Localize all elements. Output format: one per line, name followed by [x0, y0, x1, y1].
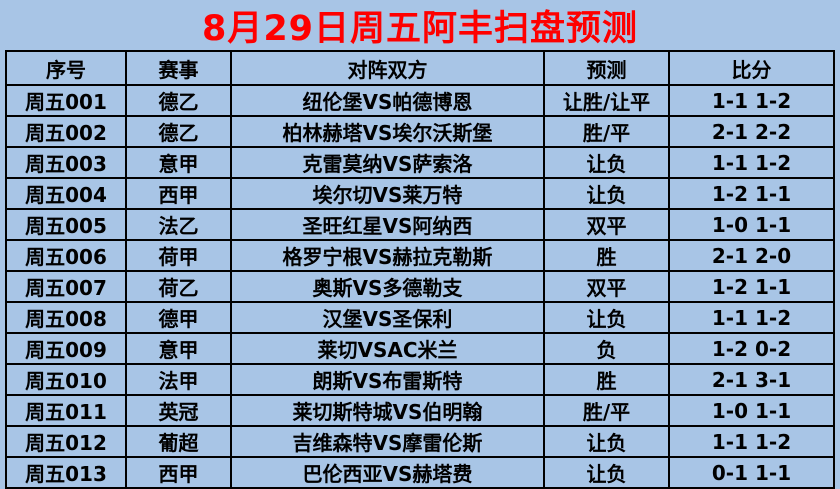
cell-prediction: 让负	[543, 301, 670, 334]
cell-number: 周五005	[5, 208, 127, 241]
header-cell-league: 赛事	[125, 50, 232, 86]
cell-league: 葡超	[125, 425, 232, 458]
cell-prediction: 让负	[543, 425, 670, 458]
table-header-row: 序号 赛事 对阵双方 预测 比分	[5, 50, 835, 86]
cell-prediction: 双平	[543, 270, 670, 303]
table-row: 周五004 西甲 埃尔切VS莱万特 让负 1-2 1-1	[5, 177, 835, 210]
page-title: 8月29日周五阿丰扫盘预测	[201, 8, 639, 49]
cell-league: 意甲	[125, 332, 232, 365]
table-row: 周五007 荷乙 奥斯VS多德勒支 双平 1-2 1-1	[5, 270, 835, 303]
cell-league: 英冠	[125, 394, 232, 427]
cell-score: 1-2 1-1	[668, 270, 835, 303]
cell-prediction: 让负	[543, 456, 670, 489]
cell-teams: 格罗宁根VS赫拉克勒斯	[230, 239, 545, 272]
cell-teams: 吉维森特VS摩雷伦斯	[230, 425, 545, 458]
cell-score: 1-2 1-1	[668, 177, 835, 210]
cell-score: 1-0 1-1	[668, 394, 835, 427]
cell-prediction: 胜	[543, 363, 670, 396]
cell-league: 法乙	[125, 208, 232, 241]
cell-number: 周五004	[5, 177, 127, 210]
cell-number: 周五012	[5, 425, 127, 458]
cell-league: 荷甲	[125, 239, 232, 272]
cell-prediction: 胜/平	[543, 115, 670, 148]
cell-score: 1-1 1-2	[668, 425, 835, 458]
cell-league: 德甲	[125, 301, 232, 334]
cell-prediction: 让负	[543, 177, 670, 210]
cell-teams: 巴伦西亚VS赫塔费	[230, 456, 545, 489]
header-cell-prediction: 预测	[543, 50, 670, 86]
cell-teams: 纽伦堡VS帕德博恩	[230, 84, 545, 117]
cell-prediction: 胜/平	[543, 394, 670, 427]
cell-score: 2-1 2-2	[668, 115, 835, 148]
header-cell-score: 比分	[668, 50, 835, 86]
table-row: 周五011 英冠 莱切斯特城VS伯明翰 胜/平 1-0 1-1	[5, 394, 835, 427]
cell-number: 周五006	[5, 239, 127, 272]
table-row: 周五003 意甲 克雷莫纳VS萨索洛 让负 1-1 1-2	[5, 146, 835, 179]
cell-number: 周五013	[5, 456, 127, 489]
cell-score: 2-1 3-1	[668, 363, 835, 396]
cell-teams: 莱切斯特城VS伯明翰	[230, 394, 545, 427]
cell-prediction: 负	[543, 332, 670, 365]
table-row: 周五005 法乙 圣旺红星VS阿纳西 双平 1-0 1-1	[5, 208, 835, 241]
cell-teams: 柏林赫塔VS埃尔沃斯堡	[230, 115, 545, 148]
cell-number: 周五003	[5, 146, 127, 179]
cell-league: 西甲	[125, 456, 232, 489]
cell-teams: 莱切VSAC米兰	[230, 332, 545, 365]
cell-number: 周五009	[5, 332, 127, 365]
cell-league: 法甲	[125, 363, 232, 396]
cell-score: 1-2 0-2	[668, 332, 835, 365]
cell-score: 0-1 1-1	[668, 456, 835, 489]
cell-prediction: 双平	[543, 208, 670, 241]
cell-number: 周五007	[5, 270, 127, 303]
cell-prediction: 让胜/让平	[543, 84, 670, 117]
cell-teams: 埃尔切VS莱万特	[230, 177, 545, 210]
table-row: 周五009 意甲 莱切VSAC米兰 负 1-2 0-2	[5, 332, 835, 365]
cell-league: 德乙	[125, 84, 232, 117]
cell-league: 德乙	[125, 115, 232, 148]
cell-number: 周五010	[5, 363, 127, 396]
table-row: 周五010 法甲 朗斯VS布雷斯特 胜 2-1 3-1	[5, 363, 835, 396]
header-cell-number: 序号	[5, 50, 127, 86]
prediction-table: 序号 赛事 对阵双方 预测 比分 周五001 德乙 纽伦堡VS帕德博恩 让胜/让…	[5, 50, 835, 489]
cell-teams: 奥斯VS多德勒支	[230, 270, 545, 303]
cell-teams: 克雷莫纳VS萨索洛	[230, 146, 545, 179]
table-row: 周五006 荷甲 格罗宁根VS赫拉克勒斯 胜 2-1 2-0	[5, 239, 835, 272]
table-row: 周五013 西甲 巴伦西亚VS赫塔费 让负 0-1 1-1	[5, 456, 835, 489]
cell-number: 周五008	[5, 301, 127, 334]
cell-league: 荷乙	[125, 270, 232, 303]
cell-number: 周五011	[5, 394, 127, 427]
cell-league: 西甲	[125, 177, 232, 210]
table-row: 周五001 德乙 纽伦堡VS帕德博恩 让胜/让平 1-1 1-2	[5, 84, 835, 117]
cell-number: 周五002	[5, 115, 127, 148]
cell-league: 意甲	[125, 146, 232, 179]
cell-teams: 朗斯VS布雷斯特	[230, 363, 545, 396]
cell-score: 1-1 1-2	[668, 301, 835, 334]
cell-score: 1-1 1-2	[668, 146, 835, 179]
cell-teams: 圣旺红星VS阿纳西	[230, 208, 545, 241]
cell-number: 周五001	[5, 84, 127, 117]
cell-prediction: 胜	[543, 239, 670, 272]
header-cell-teams: 对阵双方	[230, 50, 545, 86]
cell-prediction: 让负	[543, 146, 670, 179]
page: 8月29日周五阿丰扫盘预测 序号 赛事 对阵双方 预测 比分 周五001 德乙 …	[5, 8, 835, 489]
table-row: 周五008 德甲 汉堡VS圣保利 让负 1-1 1-2	[5, 301, 835, 334]
table-row: 周五012 葡超 吉维森特VS摩雷伦斯 让负 1-1 1-2	[5, 425, 835, 458]
cell-teams: 汉堡VS圣保利	[230, 301, 545, 334]
table-row: 周五002 德乙 柏林赫塔VS埃尔沃斯堡 胜/平 2-1 2-2	[5, 115, 835, 148]
cell-score: 1-1 1-2	[668, 84, 835, 117]
cell-score: 1-0 1-1	[668, 208, 835, 241]
cell-score: 2-1 2-0	[668, 239, 835, 272]
